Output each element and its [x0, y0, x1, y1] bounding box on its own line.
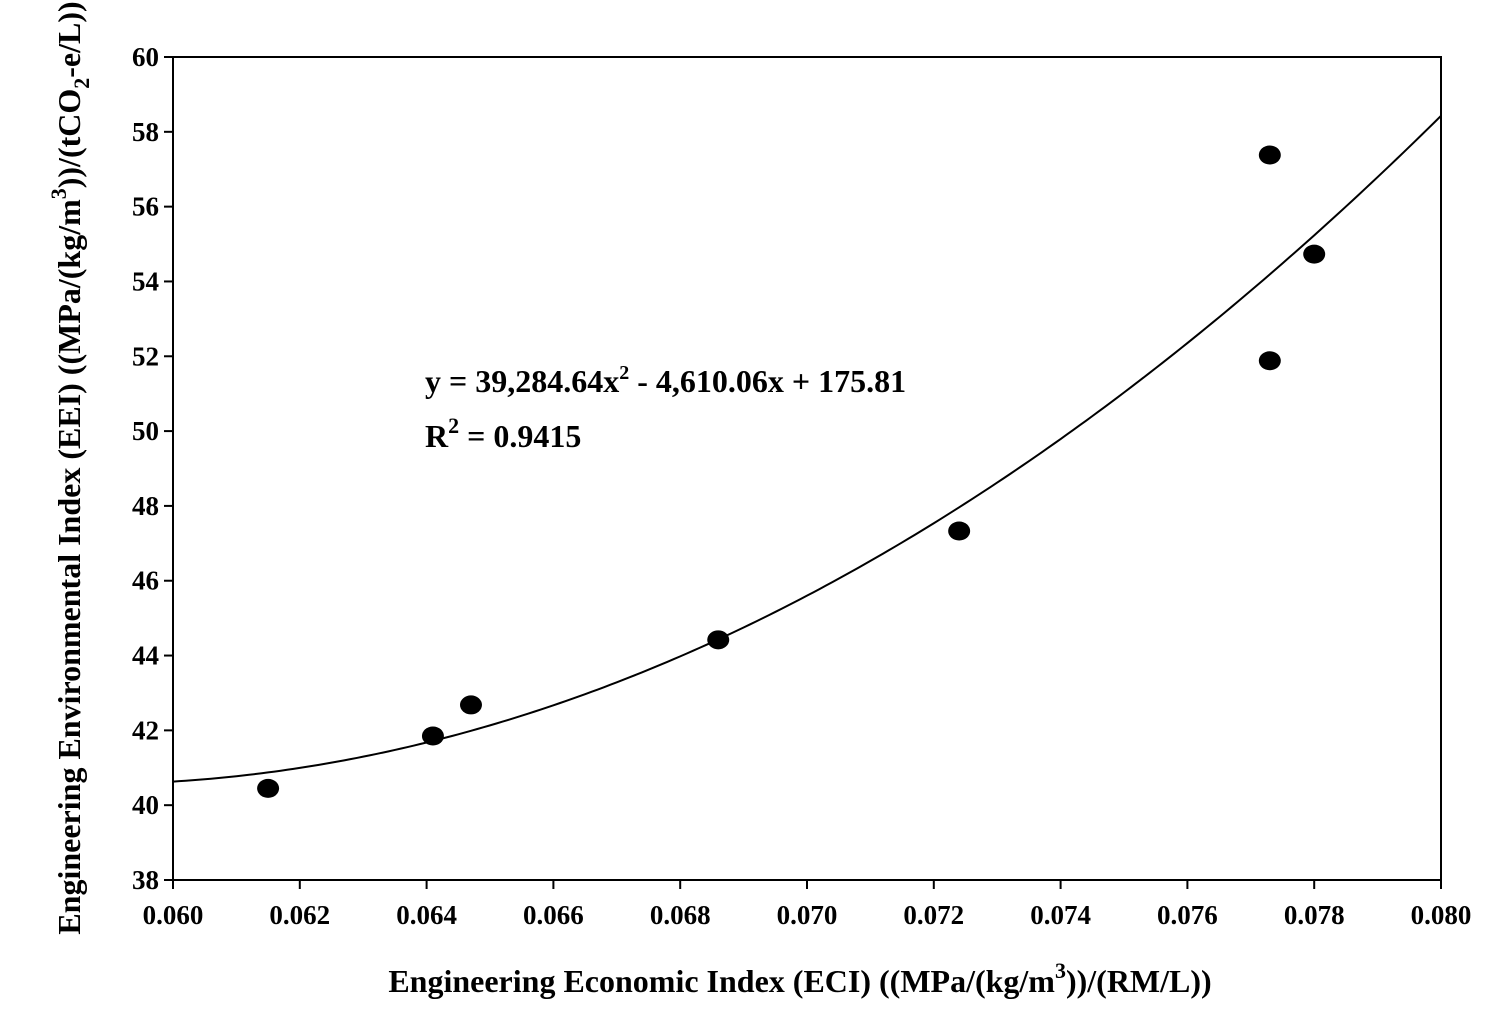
- data-point: [1258, 351, 1281, 371]
- trend-line: [172, 115, 1442, 783]
- r-squared: R2 = 0.9415: [425, 413, 581, 454]
- y-tick-label: 50: [132, 416, 159, 446]
- y-tick-label: 56: [132, 192, 159, 222]
- data-points: [257, 145, 1326, 798]
- y-tick-label: 60: [132, 42, 159, 72]
- x-tick-label: 0.078: [1284, 900, 1345, 930]
- data-point: [1303, 244, 1326, 264]
- y-tick-label: 58: [132, 117, 159, 147]
- y-axis-title: Engineering Environmental Index (EEI) ((…: [46, 1, 94, 934]
- y-tick-label: 48: [132, 491, 159, 521]
- trend-equation: y = 39,284.64x2 - 4,610.06x + 175.81: [425, 362, 906, 399]
- y-tick-label: 52: [132, 341, 159, 371]
- x-tick-label: 0.070: [777, 900, 838, 930]
- x-tick-labels: 0.060 0.062 0.064 0.066 0.068 0.070 0.072 0.074…: [143, 900, 1472, 930]
- y-tick-label: 40: [132, 790, 159, 820]
- x-tick-label: 0.060: [143, 900, 204, 930]
- data-point: [1258, 145, 1281, 165]
- data-point: [421, 726, 444, 746]
- x-tick-label: 0.080: [1411, 900, 1472, 930]
- y-tick-labels: 38 40 42 44 46 48 50 52 54 56 58 60: [132, 42, 159, 895]
- x-tick-label: 0.074: [1030, 900, 1091, 930]
- data-point: [257, 778, 280, 798]
- x-tick-label: 0.066: [523, 900, 584, 930]
- x-tick-label: 0.076: [1157, 900, 1218, 930]
- axis-ticks: [164, 56, 1442, 889]
- y-tick-label: 46: [132, 566, 159, 596]
- x-axis-title: Engineering Economic Index (ECI) ((MPa/(…: [388, 958, 1211, 999]
- x-tick-label: 0.068: [650, 900, 711, 930]
- data-point: [459, 695, 482, 715]
- y-tick-label: 44: [132, 641, 159, 671]
- y-tick-label: 38: [132, 865, 159, 895]
- x-tick-label: 0.062: [269, 900, 330, 930]
- data-point: [707, 630, 730, 650]
- y-tick-label: 42: [132, 715, 159, 745]
- x-tick-label: 0.072: [903, 900, 964, 930]
- x-tick-label: 0.064: [396, 900, 457, 930]
- y-tick-label: 54: [132, 266, 159, 296]
- data-point: [948, 521, 971, 541]
